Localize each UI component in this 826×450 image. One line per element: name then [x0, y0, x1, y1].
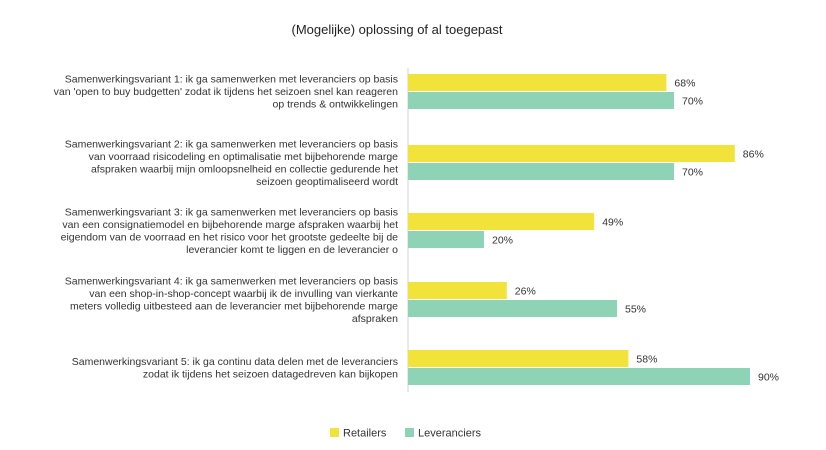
bar-leveranciers [408, 368, 750, 385]
bar-leveranciers [408, 92, 674, 109]
bar-retailers [408, 350, 629, 367]
data-label: 58% [636, 354, 657, 366]
category-label-line: Samenwerkingsvariant 5: ik ga continu da… [72, 356, 398, 368]
data-label: 70% [682, 167, 703, 179]
category-label-line: van 'open to buy budgetten' zodat ik tij… [54, 86, 398, 98]
category-label-line: afspraken [352, 313, 398, 325]
chart-title: (Mogelijke) oplossing of al toegepast [291, 22, 502, 37]
category-label-line: van een shop-in-shop-concept waarbij ik … [89, 288, 398, 300]
category-label-line: Samenwerkingsvariant 1: ik ga samenwerke… [65, 74, 398, 86]
bar-retailers [408, 213, 595, 230]
legend-label-leveranciers: Leveranciers [418, 428, 481, 440]
data-label: 68% [674, 78, 695, 90]
category-label-line: op trends & ontwikkelingen [273, 99, 399, 111]
category-label-line: leverancier komt te liggen en de leveran… [186, 244, 398, 256]
category-label-line: van een consignatiemodel en bijbehorende… [62, 219, 398, 231]
category-label-line: van voorraad risicodeling en optimalisat… [89, 151, 399, 163]
legend-swatch-retailers [330, 428, 339, 437]
bar-leveranciers [408, 231, 484, 248]
data-label: 20% [492, 235, 513, 247]
category-label: Samenwerkingsvariant 3: ik ga samenwerke… [61, 206, 399, 256]
category-label-line: zodat ik tijdens het seizoen datagedreve… [143, 368, 398, 380]
category-labels: Samenwerkingsvariant 1: ik ga samenwerke… [54, 74, 399, 381]
category-label: Samenwerkingsvariant 5: ik ga continu da… [72, 356, 398, 381]
bar-retailers [408, 145, 735, 162]
category-label: Samenwerkingsvariant 1: ik ga samenwerke… [54, 74, 398, 111]
legend-swatch-leveranciers [405, 428, 414, 437]
data-label: 26% [515, 286, 536, 298]
data-label: 70% [682, 96, 703, 108]
category-label-line: Samenwerkingsvariant 4: ik ga samenwerke… [65, 275, 398, 287]
data-label: 90% [758, 372, 779, 384]
category-label-line: Samenwerkingsvariant 3: ik ga samenwerke… [65, 206, 398, 218]
data-label: 55% [625, 304, 646, 316]
legend: Retailers Leveranciers [330, 428, 481, 440]
bar-retailers [408, 74, 667, 91]
category-label-line: afspraken waarbij mijn omloopsnelheid en… [91, 163, 398, 175]
category-label-line: seizoen geoptimaliseerd wordt [256, 176, 398, 188]
category-label-line: meters volledig uitbesteed aan de levera… [70, 300, 398, 312]
bar-leveranciers [408, 163, 674, 180]
category-label-line: Samenwerkingsvariant 2: ik ga samenwerke… [65, 138, 398, 150]
data-label: 86% [743, 149, 764, 161]
bar-leveranciers [408, 300, 617, 317]
category-label-line: eigendom van de voorraad en het risico v… [61, 231, 399, 243]
category-label: Samenwerkingsvariant 4: ik ga samenwerke… [65, 275, 398, 325]
legend-label-retailers: Retailers [343, 428, 387, 440]
bar-retailers [408, 282, 507, 299]
category-label: Samenwerkingsvariant 2: ik ga samenwerke… [65, 138, 398, 188]
data-label: 49% [602, 217, 623, 229]
bars-group: 68% 70% 86% 70% 49% 20% 26% 55% 58% 90% [408, 74, 779, 385]
